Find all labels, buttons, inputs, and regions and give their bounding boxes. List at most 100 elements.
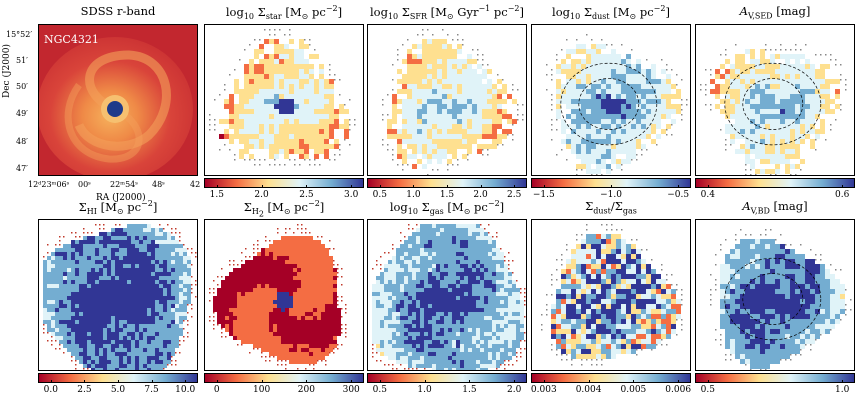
map-pixel: [508, 320, 512, 324]
map-pixel: [611, 69, 616, 74]
map-pixel: [171, 268, 175, 272]
map-pixel: [107, 336, 111, 340]
map-pixel: [229, 332, 233, 336]
masked-pixel: [294, 164, 296, 166]
map-pixel: [566, 94, 571, 99]
map-pixel: [261, 268, 265, 272]
map-pixel: [309, 312, 313, 316]
map-pixel: [329, 256, 333, 260]
map-pixel: [139, 304, 143, 308]
map-pixel: [119, 364, 123, 368]
map-pixel: [412, 149, 417, 154]
map-pixel: [309, 74, 314, 79]
map-pixel: [225, 288, 229, 292]
map-pixel: [427, 64, 432, 69]
map-pixel: [596, 119, 601, 124]
map-pixel: [71, 244, 75, 248]
map-pixel: [464, 280, 468, 284]
map-pixel: [119, 240, 123, 244]
map-pixel: [325, 332, 329, 336]
map-pixel: [412, 134, 417, 139]
map-pixel: [127, 240, 131, 244]
map-pixel: [289, 348, 293, 352]
map-pixel: [488, 296, 492, 300]
map-pixel: [735, 109, 740, 114]
map-pixel: [416, 284, 420, 288]
map-pixel: [452, 134, 457, 139]
map-pixel: [462, 119, 467, 124]
map-pixel: [596, 114, 601, 119]
map-pixel: [444, 224, 448, 228]
ra-axis-label: RA (J2000): [96, 193, 146, 203]
map-pixel: [576, 164, 581, 169]
map-pixel: [452, 252, 456, 256]
masked-pixel: [175, 360, 177, 362]
map-pixel: [402, 114, 407, 119]
map-pixel: [760, 74, 765, 79]
masked-pixel: [47, 332, 49, 334]
map-pixel: [457, 134, 462, 139]
map-pixel: [304, 104, 309, 109]
map-pixel: [765, 69, 770, 74]
map-pixel: [785, 129, 790, 134]
map-pixel: [412, 320, 416, 324]
map-pixel: [95, 336, 99, 340]
map-pixel: [91, 364, 95, 368]
map-pixel: [656, 89, 661, 94]
map-pixel: [436, 292, 440, 296]
map-pixel: [606, 124, 611, 129]
map-pixel: [750, 79, 755, 84]
map-pixel: [444, 280, 448, 284]
masked-pixel: [407, 39, 409, 41]
map-pixel: [143, 288, 147, 292]
map-pixel: [581, 139, 586, 144]
map-pixel: [265, 348, 269, 352]
map-pixel: [63, 316, 67, 320]
map-pixel: [119, 308, 123, 312]
map-pixel: [512, 296, 516, 300]
map-pixel: [324, 104, 329, 109]
map-pixel: [576, 79, 581, 84]
map-pixel: [269, 149, 274, 154]
masked-pixel: [245, 256, 247, 258]
masked-pixel: [606, 44, 608, 46]
map-pixel: [115, 264, 119, 268]
map-pixel: [103, 240, 107, 244]
map-pixel: [175, 340, 179, 344]
map-pixel: [277, 320, 281, 324]
map-pixel: [472, 296, 476, 300]
map-pixel: [596, 49, 601, 54]
map-pixel: [309, 104, 314, 109]
map-pixel: [636, 79, 641, 84]
map-pixel: [43, 300, 47, 304]
map-pixel: [293, 324, 297, 328]
map-pixel: [487, 129, 492, 134]
masked-pixel: [512, 84, 514, 86]
map-pixel: [412, 59, 417, 64]
map-pixel: [464, 276, 468, 280]
map-pixel: [596, 144, 601, 149]
masked-pixel: [755, 174, 757, 175]
map-pixel: [420, 304, 424, 308]
map-pixel: [408, 296, 412, 300]
map-pixel: [55, 324, 59, 328]
map-pixel: [139, 340, 143, 344]
map-pixel: [294, 49, 299, 54]
map-pixel: [760, 79, 765, 84]
map-pixel: [163, 244, 167, 248]
map-pixel: [163, 348, 167, 352]
map-pixel: [472, 114, 477, 119]
map-pixel: [500, 292, 504, 296]
map-pixel: [407, 74, 412, 79]
masked-pixel: [392, 154, 394, 156]
map-pixel: [99, 304, 103, 308]
map-pixel: [131, 268, 135, 272]
map-pixel: [63, 288, 67, 292]
map-pixel: [313, 360, 317, 364]
map-pixel: [175, 332, 179, 336]
map-pixel: [601, 164, 606, 169]
map-pixel: [606, 59, 611, 64]
colorbar-tick-mark: [543, 185, 545, 188]
map-pixel: [219, 119, 224, 124]
map-pixel: [273, 340, 277, 344]
